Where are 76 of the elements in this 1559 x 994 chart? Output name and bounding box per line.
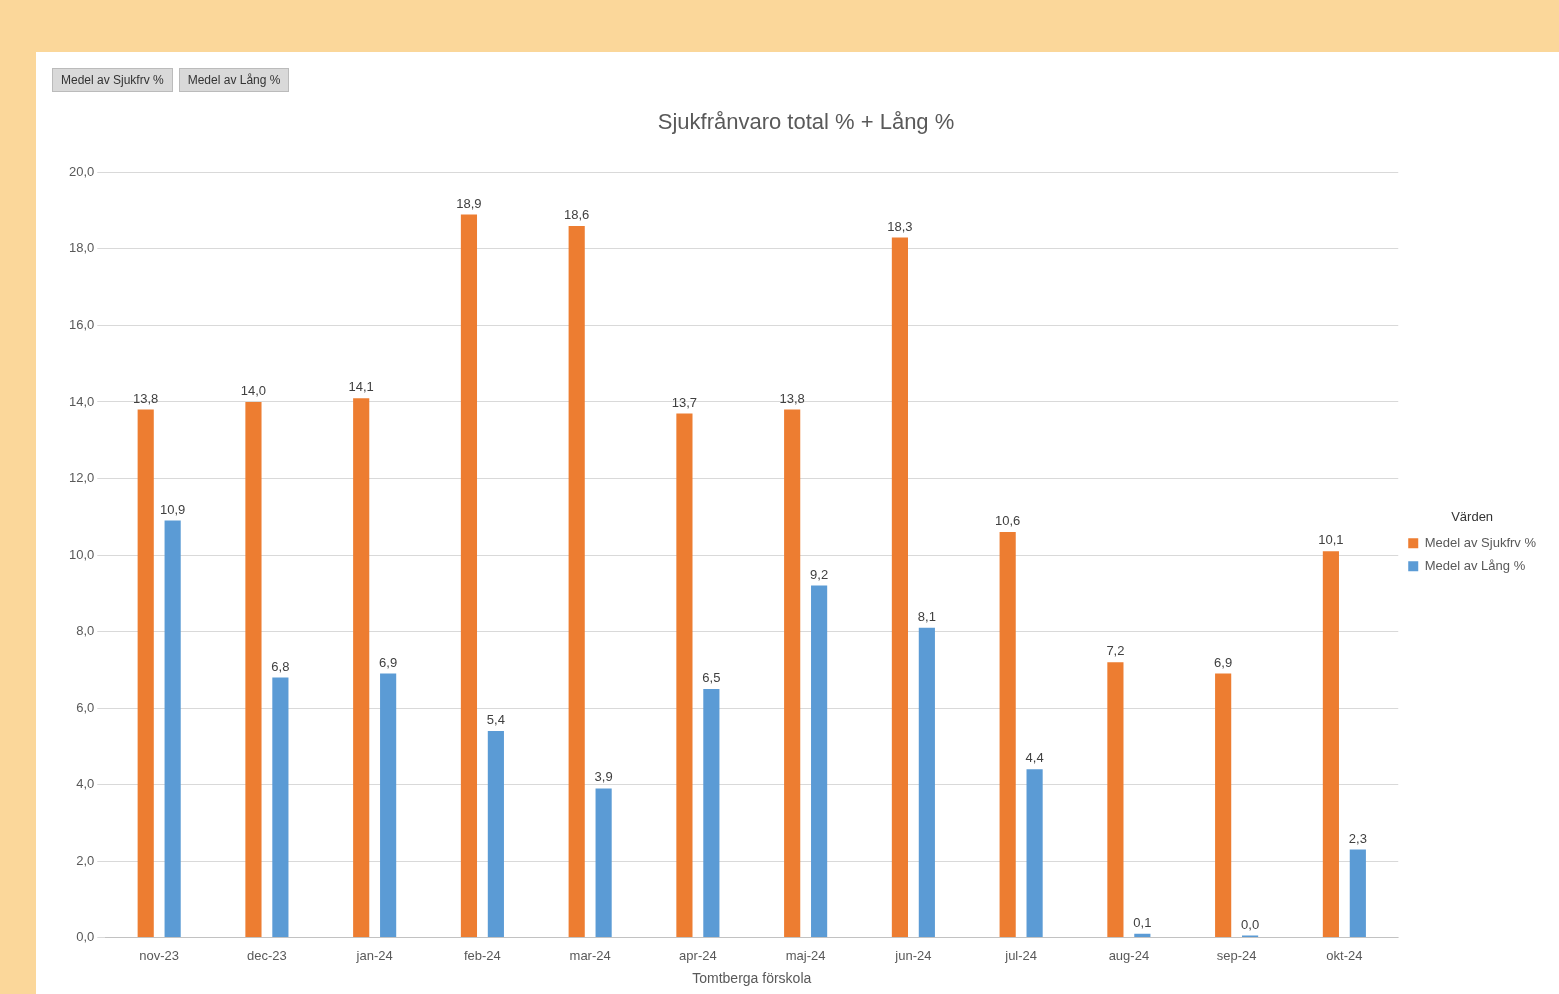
- bar: [1026, 769, 1043, 938]
- y-tick-label: 20,0: [68, 163, 95, 179]
- data-label: 7,2: [1106, 643, 1125, 659]
- legend-title: Värden: [1451, 509, 1494, 525]
- x-axis-title: Tomtberga förskola: [692, 970, 812, 987]
- bar: [784, 409, 801, 938]
- data-label: 4,4: [1025, 750, 1044, 766]
- bar: [272, 677, 289, 938]
- y-tick-label: 4,0: [76, 776, 95, 792]
- x-tick-label: mar-24: [569, 947, 611, 963]
- x-tick-label: maj-24: [785, 947, 826, 963]
- data-label: 0,1: [1133, 914, 1152, 930]
- bar: [487, 731, 504, 938]
- data-label: 10,6: [995, 513, 1021, 529]
- y-tick-label: 16,0: [68, 317, 95, 333]
- data-label: 13,8: [779, 390, 805, 406]
- data-label: 6,8: [271, 658, 290, 674]
- y-tick-label: 2,0: [76, 852, 95, 868]
- x-tick-label: feb-24: [463, 947, 501, 963]
- x-tick-label: okt-24: [1326, 947, 1363, 963]
- y-tick-label: 18,0: [68, 240, 95, 256]
- bar: [1215, 673, 1232, 938]
- data-label: 13,8: [133, 390, 159, 406]
- bar: [999, 532, 1016, 938]
- bar: [703, 688, 720, 938]
- bar: [245, 401, 262, 938]
- data-label: 9,2: [810, 566, 829, 582]
- data-label: 14,0: [240, 383, 267, 399]
- bar: [568, 225, 585, 938]
- y-tick-label: 6,0: [76, 699, 95, 715]
- bar: [380, 673, 397, 938]
- bar: [353, 398, 370, 938]
- data-label: 18,6: [564, 207, 590, 223]
- data-label: 10,1: [1318, 532, 1344, 548]
- y-tick-label: 8,0: [76, 623, 95, 639]
- x-tick-label: apr-24: [679, 947, 717, 963]
- text: Medel av Lång %: [178, 68, 290, 92]
- data-label: 3,9: [594, 769, 613, 785]
- y-tick-label: 0,0: [76, 929, 95, 945]
- chart-title: Sjukfrånvaro total % + Lång %: [657, 109, 955, 135]
- x-tick-label: jun-24: [894, 947, 932, 963]
- x-tick-label: jul-24: [1004, 947, 1038, 963]
- data-label: 6,5: [702, 669, 721, 685]
- data-label: 6,9: [379, 654, 398, 670]
- data-label: 10,9: [159, 501, 186, 517]
- data-label: 8,1: [917, 608, 936, 624]
- data-label: 13,7: [671, 394, 698, 410]
- x-tick-label: dec-23: [247, 947, 287, 963]
- data-label: 18,3: [887, 218, 913, 234]
- bar: [918, 627, 935, 938]
- data-label: 6,9: [1214, 654, 1233, 670]
- x-tick-label: aug-24: [1108, 947, 1150, 963]
- y-tick-label: 14,0: [68, 393, 95, 409]
- bar: [1107, 662, 1124, 938]
- data-label: 0,0: [1241, 916, 1260, 932]
- bar: [595, 788, 612, 938]
- x-tick-label: nov-23: [139, 947, 180, 963]
- bar: [164, 520, 181, 938]
- data-label: 14,1: [348, 379, 374, 395]
- legend-label: Medel av Lång %: [1424, 557, 1526, 573]
- bar: [1349, 849, 1366, 938]
- x-tick-label: jan-24: [355, 947, 393, 963]
- bar: [137, 409, 154, 938]
- data-label: 18,9: [456, 195, 482, 211]
- x-tick-label: sep-24: [1216, 947, 1257, 963]
- data-label: 2,3: [1348, 830, 1367, 846]
- bar: [460, 214, 478, 938]
- legend-label: Medel av Sjukfrv %: [1424, 534, 1537, 550]
- bar: [811, 585, 828, 938]
- data-label: 5,4: [486, 712, 505, 728]
- text: Medel av Sjukfrv %: [52, 68, 173, 92]
- bar: [1322, 551, 1339, 938]
- bar: [891, 237, 908, 938]
- bar: [676, 413, 693, 938]
- y-tick-label: 10,0: [68, 546, 95, 562]
- y-tick-label: 12,0: [68, 470, 95, 486]
